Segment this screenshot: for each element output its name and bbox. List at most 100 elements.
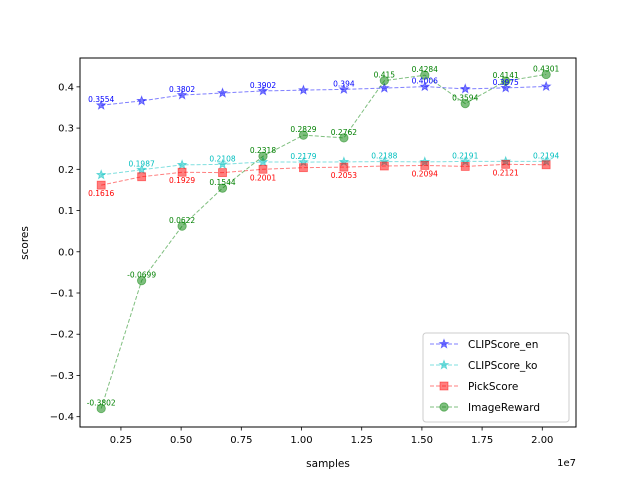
y-axis-label: scores [19,226,31,260]
y-tick-label: −0.3 [50,371,74,382]
data-label: 0.1544 [209,178,235,187]
series-clipscore-ko [95,155,552,180]
data-label: 0.3594 [452,94,478,103]
data-label: 0.1616 [88,189,114,198]
data-label: -0.0699 [127,271,156,280]
data-label: 0.2829 [290,125,316,134]
legend-item: ImageReward [430,402,540,414]
data-point [96,180,106,190]
x-tick-label: 0.25 [110,435,132,446]
data-labels: 0.3554 0.3802 0.3902 0.394 0.4006 0.3975 0.198… [87,64,560,407]
data-label: 0.2762 [331,128,357,137]
data-point [379,76,389,86]
legend-item: CLIPScore_ko [430,359,537,372]
data-point [420,161,430,170]
x-tick-label: 1.00 [290,435,312,446]
data-label: 0.2108 [209,154,235,163]
data-point [95,99,107,110]
data-point [419,80,431,92]
data-point [541,160,551,170]
data-label: -0.3802 [87,399,116,408]
data-point [500,82,512,93]
x-axis-label: samples [306,458,350,470]
data-point [460,162,470,171]
data-point [176,159,188,170]
x-tick-label: 0.50 [170,435,192,446]
data-point [339,133,349,143]
y-tick-label: −0.2 [50,330,74,341]
y-tick-label: 0.0 [58,247,74,258]
axes: 0.25 0.50 0.75 1.00 1.25 1.50 1.75 2.00 −0.4 −0.3… [50,57,577,446]
data-point [177,221,187,231]
data-point [501,76,511,86]
series-line [101,163,547,186]
data-point [218,168,227,178]
data-point [258,164,268,174]
y-tick-label: 0.2 [58,165,74,176]
data-label: 0.2188 [371,152,397,161]
legend-label: ImageReward [468,402,540,414]
data-point [541,69,551,80]
data-label: 0.2179 [290,152,316,161]
data-label: 0.4141 [493,71,519,80]
data-label: 0.394 [333,79,355,88]
data-label: 0.4301 [533,64,559,73]
data-point [258,151,268,161]
data-label: 0.3902 [250,81,276,90]
series-layer [95,69,552,414]
data-point [137,275,147,286]
data-label: 0.1987 [129,160,155,169]
data-point [420,70,430,80]
data-point [136,95,148,106]
data-label: 0.0622 [169,216,195,225]
data-point [299,163,308,173]
data-point [95,169,107,180]
data-point [297,84,309,95]
data-label: 0.3975 [493,78,519,87]
legend-item: CLIPScore_en [430,338,538,351]
x-tick-label: 1.25 [351,435,373,446]
data-point [136,163,148,175]
data-label: 0.1929 [169,176,195,185]
data-label: 0.2194 [533,151,559,160]
data-label: 0.415 [374,71,396,80]
data-point [217,158,228,170]
data-point [298,130,309,140]
y-tick-label: 0.4 [58,82,74,93]
legend-label: PickScore [468,381,518,393]
data-point [137,172,147,182]
legend-marker [438,338,450,349]
data-label: 0.3802 [169,85,195,94]
data-label: 0.2121 [493,168,519,177]
x-tick-label: 1.75 [471,435,493,446]
legend-label: CLIPScore_ko [468,360,537,372]
data-point [257,156,269,167]
legend-box [422,332,570,423]
axes-frame [79,57,577,428]
data-label: 0.2094 [412,169,438,178]
data-point [338,83,350,94]
data-label: 0.2001 [250,173,276,182]
data-point [176,89,188,100]
legend: CLIPScore_en CLIPScore_ko PickScore ImageRe… [422,332,570,423]
data-point [257,85,269,96]
data-point [379,161,389,171]
series-line [101,160,547,176]
data-label: 0.2191 [452,151,478,160]
data-point [501,159,511,169]
data-label: 0.4284 [412,65,438,74]
series-line [100,73,547,409]
series-clipscore-en [95,80,552,110]
data-label: 0.2053 [331,171,357,180]
x-axis-offset-label: 1e7 [557,458,576,469]
data-point [217,183,228,193]
data-label: 0.2318 [250,146,276,155]
data-point [339,162,349,172]
x-tick-label: 1.50 [411,435,433,446]
x-tick-label: 2.00 [531,435,553,446]
legend-marker [438,359,450,370]
y-tick-label: 0.1 [58,206,74,217]
data-point [459,83,471,94]
data-point [460,98,470,109]
